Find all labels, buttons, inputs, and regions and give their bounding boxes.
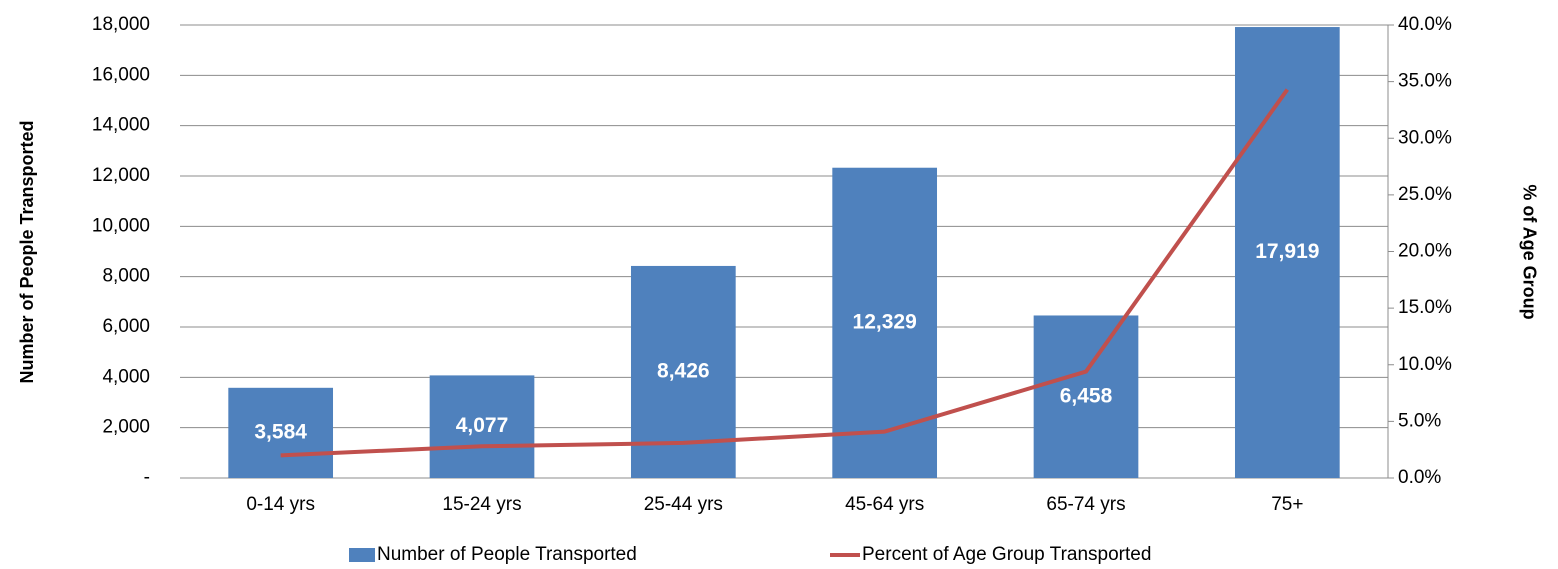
y-tick-label: 12,000 — [92, 165, 150, 186]
bar — [1033, 315, 1139, 478]
line — [280, 88, 1289, 458]
y-axis-title: Number of People Transported — [17, 120, 37, 383]
legend-label: Percent of Age Group Transported — [862, 544, 1151, 565]
data-label: 3,584 — [254, 420, 307, 443]
y2-tick-label: 10.0% — [1398, 354, 1452, 375]
y2-tick-label: 5.0% — [1398, 410, 1441, 431]
y-tick-label: 10,000 — [92, 215, 150, 236]
x-tick-label: 75+ — [1271, 494, 1303, 515]
legend-swatch — [349, 548, 375, 562]
y2-tick-label: 20.0% — [1398, 241, 1452, 262]
y-tick-label: 16,000 — [92, 64, 150, 85]
y-tick-label: 18,000 — [92, 14, 150, 35]
x-tick-label: 15-24 yrs — [442, 494, 521, 515]
legend-label: Number of People Transported — [377, 544, 637, 565]
y-tick-label: - — [144, 467, 150, 488]
x-tick-label: 45-64 yrs — [845, 494, 924, 515]
x-tick-label: 25-44 yrs — [644, 494, 723, 515]
y-tick-label: 2,000 — [102, 417, 150, 438]
y2-axis-title: % of Age Group — [1519, 184, 1539, 319]
data-label: 12,329 — [853, 310, 917, 333]
y2-tick-label: 40.0% — [1398, 14, 1452, 35]
data-label: 4,077 — [456, 414, 509, 437]
data-label: 8,426 — [657, 360, 710, 383]
bar — [429, 375, 535, 478]
bar — [832, 167, 938, 479]
y-tick-label: 8,000 — [102, 266, 150, 287]
y2-tick-label: 35.0% — [1398, 71, 1452, 92]
y2-tick-label: 30.0% — [1398, 127, 1452, 148]
y-tick-label: 6,000 — [102, 316, 150, 337]
bar — [228, 387, 334, 478]
data-label: 6,458 — [1060, 384, 1113, 407]
bar — [1234, 27, 1340, 478]
y2-tick-label: 15.0% — [1398, 297, 1452, 318]
data-label: 17,919 — [1255, 240, 1319, 263]
y2-tick-label: 25.0% — [1398, 184, 1452, 205]
x-tick-label: 0-14 yrs — [246, 494, 315, 515]
y-tick-label: 4,000 — [102, 366, 150, 387]
y-tick-label: 14,000 — [92, 115, 150, 136]
y2-tick-label: 0.0% — [1398, 467, 1441, 488]
x-tick-label: 65-74 yrs — [1046, 494, 1125, 515]
